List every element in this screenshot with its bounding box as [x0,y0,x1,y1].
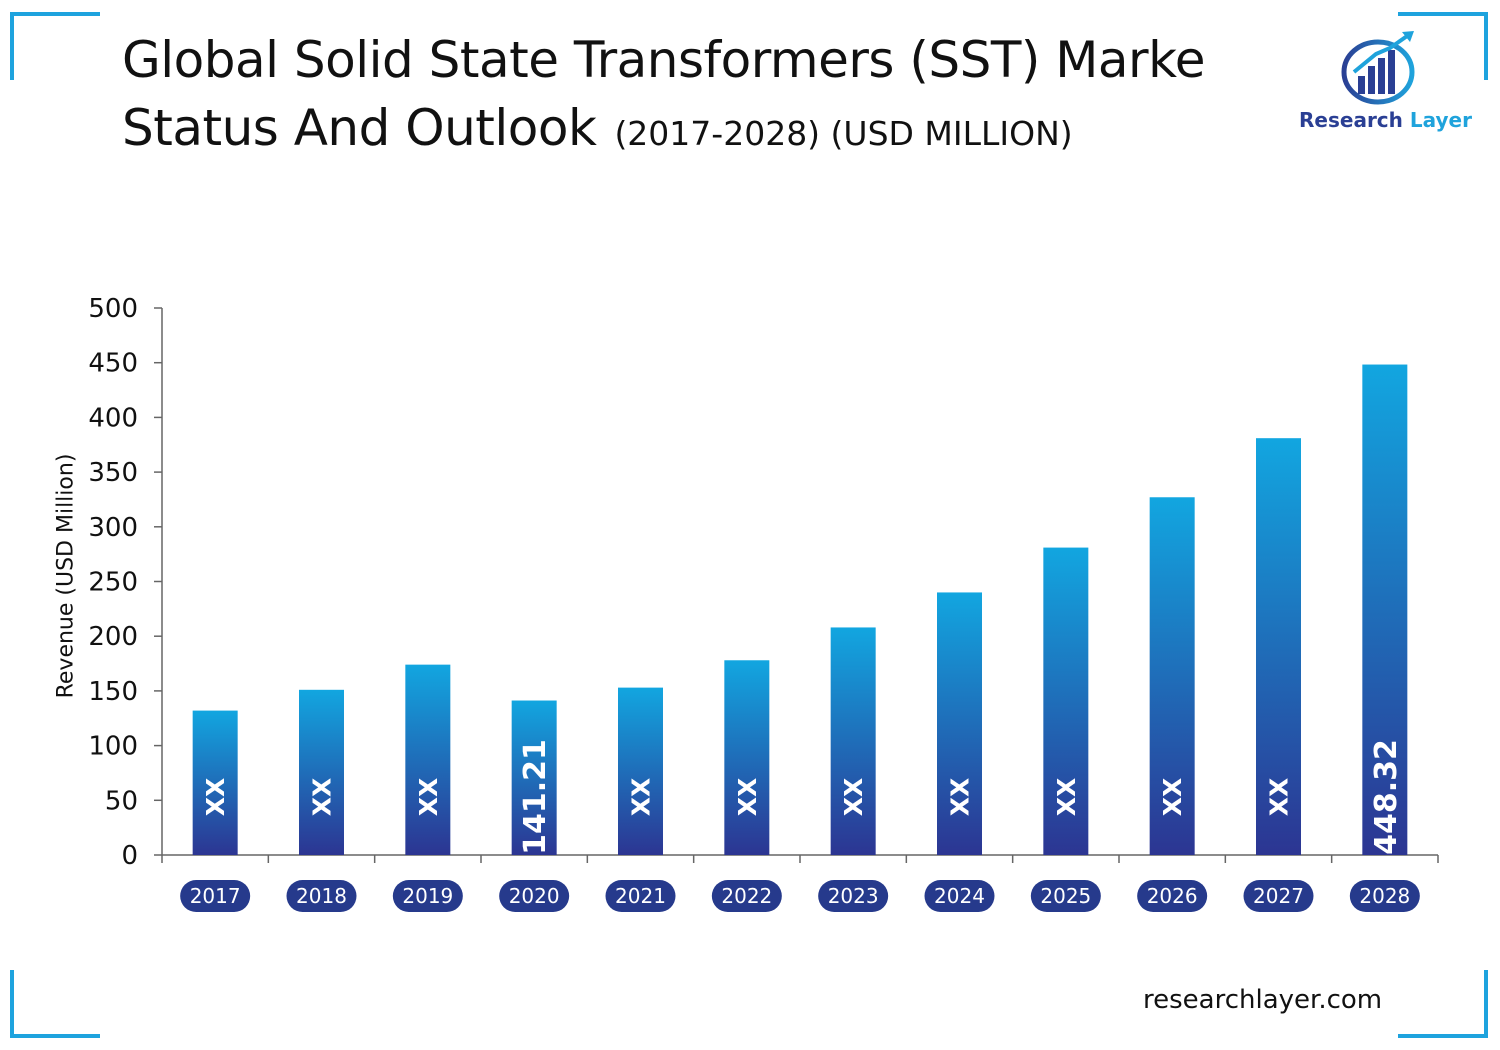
bar-data-label: XX [839,778,868,817]
bar-data-label: 141.21 [518,739,553,855]
x-tick-label: 2021 [615,884,666,908]
x-tick-label: 2019 [402,884,453,908]
y-tick-label: 100 [88,732,138,762]
frame-corner-top-right [1398,12,1488,80]
year-pill [605,880,676,912]
bar-data-label: XX [201,778,230,817]
x-tick-label: 2024 [934,884,985,908]
chart-title: Global Solid State Transformers (SST) Ma… [122,26,1242,168]
y-tick-label: 0 [121,841,138,871]
x-tick-label: 2026 [1147,884,1198,908]
bar [511,700,557,855]
x-tick-label: 2018 [296,884,347,908]
year-pill [924,880,995,912]
bar [830,627,876,855]
bar [1362,364,1408,855]
bar [299,689,344,855]
research-layer-logo: Research Layer [1288,28,1483,138]
bar [1043,547,1089,855]
bar-data-label: XX [627,778,656,817]
year-pill [711,880,782,912]
x-tick-label: 2022 [721,884,772,908]
year-pill [499,880,570,912]
bar [724,660,770,855]
website-url: researchlayer.com [1143,985,1383,1015]
x-tick-label: 2027 [1253,884,1304,908]
bar-data-label: XX [733,778,762,817]
year-pill [818,880,889,912]
year-pill [1243,880,1314,912]
chart-subtitle: (2017-2028) (USD MILLION) [614,114,1073,153]
bar-data-label: XX [946,778,975,817]
x-tick-label: 2023 [828,884,879,908]
frame-corner-bottom-right [1398,970,1488,1038]
bar [1256,438,1301,855]
bar-data-label: XX [1052,778,1081,817]
y-tick-label: 400 [88,403,138,433]
bar [405,664,451,855]
frame-corner-bottom-left [10,970,100,1038]
bar-data-label: XX [414,778,443,817]
logo-bar-chart-icon [1341,31,1415,105]
bar [1149,497,1195,855]
bar-data-label: 448.32 [1369,739,1404,855]
y-tick-label: 150 [88,677,138,707]
bar-data-label: XX [1265,778,1294,817]
year-pill [180,880,251,912]
chart-title-line2: Status And Outlook [122,99,597,157]
y-tick-label: 200 [88,622,138,652]
x-tick-label: 2017 [190,884,241,908]
y-tick-label: 50 [105,786,138,816]
y-tick-label: 350 [88,458,138,488]
bar-data-label: XX [308,778,337,817]
bar-data-label: XX [1158,778,1187,817]
x-tick-label: 2028 [1359,884,1410,908]
year-pill [1030,880,1101,912]
x-tick-label: 2025 [1040,884,1091,908]
y-tick-label: 300 [88,513,138,543]
year-pill [1137,880,1208,912]
x-tick-label: 2020 [509,884,560,908]
bar [618,687,663,855]
bar [937,592,982,855]
year-pill [392,880,463,912]
bar [192,710,238,855]
year-pill [1349,880,1420,912]
year-pill [286,880,357,912]
y-tick-label: 450 [88,349,138,379]
frame-corner-top-left [10,12,100,80]
chart-title-line1: Global Solid State Transformers (SST) Ma… [122,31,1206,89]
logo-brand-name: Research Layer [1299,108,1472,132]
y-tick-label: 500 [88,294,138,324]
y-tick-label: 250 [88,568,138,598]
